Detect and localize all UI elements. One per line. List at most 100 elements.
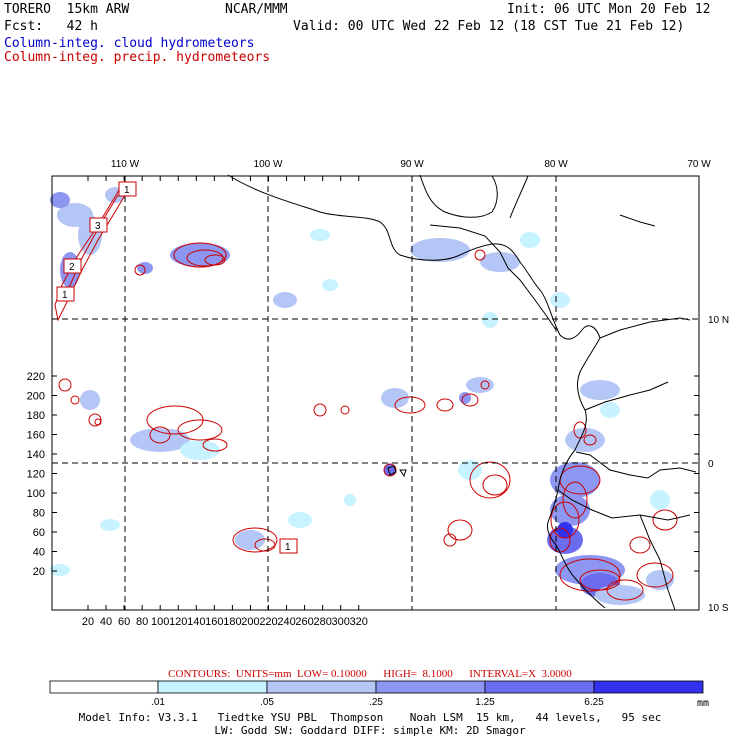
cloud-blob: [180, 440, 220, 460]
precip-contour: [70, 395, 80, 405]
precip-contour: [629, 536, 651, 554]
svg-text:1: 1: [124, 185, 130, 196]
contour-label-box: 2: [63, 258, 82, 274]
svg-text:2: 2: [69, 262, 75, 273]
axis-ticks: [52, 176, 699, 610]
precip-contour: [550, 501, 580, 539]
precip-contour: [94, 418, 102, 426]
cloud-blob: [410, 238, 470, 262]
y-tick-label: 80: [33, 508, 45, 520]
lat-lon-grid: [52, 176, 699, 610]
map-frame: [51, 175, 700, 611]
color-legend: .01 .05 .25 1.25 6.25: [49, 680, 704, 708]
precip-contour: [232, 527, 278, 553]
cloud-blob: [235, 530, 265, 550]
longitude-label: 80 W: [544, 159, 568, 170]
legend-swatch: [157, 680, 268, 694]
peru-border: [557, 489, 691, 521]
legend-label: .25: [369, 697, 383, 708]
legend-swatch: [266, 680, 377, 694]
cloud-blob: [650, 490, 670, 510]
latitude-label: 0: [708, 459, 714, 470]
precip-contour: [443, 533, 457, 547]
x-tick-label: 280: [313, 616, 331, 628]
precip-contour: [383, 463, 397, 477]
cloud-fill-layer: [50, 187, 674, 605]
precip-contour: [88, 413, 102, 427]
precip-contour: [562, 481, 588, 519]
legend-label: .05: [260, 697, 274, 708]
precip-contour: [559, 558, 621, 592]
contour-info: CONTOURS: UNITS=mm LOW= 0.10000 HIGH= 8.…: [168, 668, 572, 680]
x-tick-label: 20: [82, 616, 94, 628]
cloud-blob: [466, 377, 494, 393]
precip-contour: [394, 396, 426, 414]
y-tick-label: 120: [27, 469, 45, 481]
y-tick-label: 200: [27, 391, 45, 403]
latitude-label: 10 S: [708, 603, 729, 614]
cloud-blob: [565, 428, 605, 452]
precip-contour: [583, 434, 597, 446]
precip-contour: [461, 393, 479, 407]
x-tick-label: 40: [100, 616, 112, 628]
legend-swatch: [375, 680, 486, 694]
cloud-blob: [50, 192, 70, 208]
legend-swatch: [593, 680, 704, 694]
y-tick-label: 60: [33, 527, 45, 539]
coastline-layer: [227, 174, 697, 611]
precip-contour: [652, 509, 678, 531]
galapagos-2: [399, 469, 407, 478]
y-tick-label: 100: [27, 488, 45, 500]
cloud-blob: [322, 279, 338, 291]
contour-label-boxes: 1 3 2 1 1: [56, 181, 298, 554]
galapagos-1: [387, 465, 397, 476]
precip-contour: [204, 254, 226, 266]
y-tick-label: 220: [27, 371, 45, 383]
y-tick-label: 40: [33, 547, 45, 559]
svg-text:1: 1: [285, 542, 291, 553]
y-tick-label: 20: [33, 566, 45, 578]
precip-contour: [474, 249, 486, 261]
latitude-label: 10 N: [708, 315, 729, 326]
cloud-blob: [550, 292, 570, 308]
x-tick-label: 220: [259, 616, 277, 628]
cloud-blob: [344, 494, 356, 506]
cloud-blob: [381, 388, 409, 408]
y-tick-label: 180: [27, 410, 45, 422]
precip-band-inner: [67, 194, 119, 291]
legend-swatch: [484, 680, 595, 694]
x-tick-label: 180: [223, 616, 241, 628]
cloud-blob: [458, 460, 482, 480]
cloud-blob: [310, 229, 330, 241]
precip-contour: [480, 380, 490, 390]
center-label: NCAR/MMM: [225, 2, 288, 17]
precip-contour: [177, 419, 223, 441]
precip-contour: [134, 264, 146, 276]
legend-label: 1.25: [475, 697, 495, 708]
svg-text:3: 3: [95, 221, 101, 232]
x-tick-label: 120: [169, 616, 187, 628]
legend-units: mm: [697, 698, 710, 709]
x-tick-label: 100: [151, 616, 169, 628]
precip-contour: [469, 461, 511, 499]
precip-contour: [173, 242, 227, 268]
cloud-blob: [273, 292, 297, 308]
forecast-hour: Fcst: 42 h: [4, 19, 98, 34]
model-info: Model Info: V3.3.1 Tiedtke YSU PBL Thomp…: [78, 711, 662, 724]
precip-contour: [482, 474, 508, 496]
cloud-blob: [50, 564, 70, 576]
legend-label: 6.25: [584, 697, 604, 708]
physics-info: LW: Godd SW: Goddard DIFF: simple KM: 2D…: [214, 724, 526, 737]
mexico-coast: [227, 174, 601, 340]
x-tick-label: 300: [332, 616, 350, 628]
cloud-blob: [100, 519, 120, 531]
cloud-blob: [600, 402, 620, 418]
svg-text:1: 1: [62, 290, 68, 301]
longitude-label: 70 W: [687, 159, 711, 170]
precip-contour: [58, 378, 72, 392]
legend-swatch: [49, 680, 159, 694]
precip-contour: [436, 398, 454, 412]
precip-contour: [149, 426, 171, 444]
cloud-blob: [482, 312, 498, 328]
